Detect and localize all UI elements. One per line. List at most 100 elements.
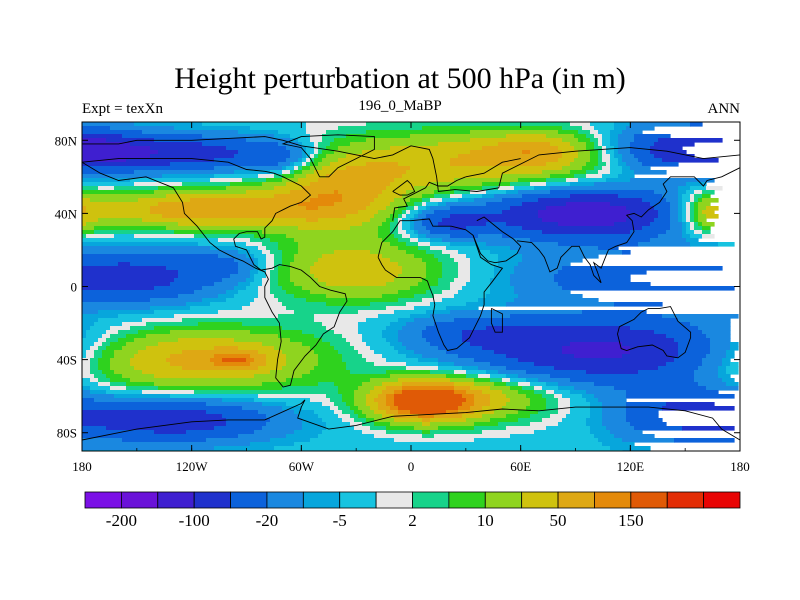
contour-fill-cell: [530, 398, 547, 403]
contour-fill-cell: [118, 314, 175, 319]
contour-fill-cell: [474, 358, 519, 363]
x-tick-label: 120W: [176, 459, 209, 474]
contour-fill-cell: [150, 210, 359, 215]
contour-fill-cell: [682, 206, 687, 211]
contour-fill-cell: [318, 162, 331, 167]
contour-fill-cell: [214, 426, 263, 431]
contour-fill-cell: [250, 238, 271, 243]
contour-fill-cell: [462, 194, 483, 199]
contour-fill-cell: [90, 390, 107, 395]
contour-fill-cell: [178, 274, 231, 279]
contour-fill-cell: [126, 342, 159, 347]
contour-fill-cell: [310, 346, 335, 351]
contour-fill-cell: [394, 438, 475, 443]
contour-fill-cell: [202, 122, 307, 127]
contour-fill-cell: [446, 374, 467, 379]
contour-fill-cell: [310, 266, 403, 271]
contour-fill-cell: [422, 430, 431, 435]
contour-fill-cell: [630, 178, 715, 183]
y-axis: 80N 40N 0 40S 80S: [55, 133, 740, 441]
contour-fill-cell: [334, 138, 367, 143]
contour-fill-cell: [430, 206, 451, 211]
contour-fill-cell: [286, 166, 295, 171]
contour-fill-cell: [302, 154, 307, 159]
contour-fill-cell: [398, 410, 411, 415]
contour-fill-cell: [114, 354, 135, 359]
contour-fill-cell: [362, 354, 383, 359]
contour-fill-cell: [458, 354, 507, 359]
contour-fill-cell: [566, 414, 591, 419]
contour-fill-cell: [334, 346, 355, 351]
contour-fill-cell: [290, 138, 299, 143]
contour-fill-cell: [602, 150, 607, 155]
contour-fill-cell: [202, 142, 279, 147]
colorbar-swatch: [484, 491, 523, 509]
contour-fill-cell: [110, 386, 127, 391]
contour-fill-cell: [350, 414, 359, 419]
contour-fill-cell: [426, 266, 443, 271]
contour-fill-cell: [570, 162, 587, 167]
colorbar-label: 150: [618, 511, 644, 530]
contour-fill-cell: [178, 338, 235, 343]
contour-fill-cell: [458, 250, 491, 255]
contour-fill-cell: [534, 362, 667, 367]
contour-fill-cell: [678, 186, 691, 191]
contour-fill-cell: [82, 342, 95, 347]
contour-fill-cell: [82, 366, 91, 371]
contour-fill-cell: [474, 394, 491, 399]
contour-fill-cell: [414, 426, 439, 431]
contour-fill-cell: [310, 182, 391, 187]
contour-fill-cell: [82, 394, 115, 399]
contour-fill-cell: [114, 350, 139, 355]
contour-fill-cell: [378, 314, 411, 319]
contour-fill-cell: [270, 250, 283, 255]
contour-fill-cell: [402, 266, 427, 271]
contour-fill-cell: [274, 258, 283, 263]
contour-fill-cell: [326, 130, 367, 135]
contour-fill-cell: [394, 198, 411, 203]
contour-fill-cell: [450, 310, 583, 315]
contour-fill-cell: [522, 194, 571, 199]
coastline-layer: [82, 134, 740, 441]
contour-fill-cell: [82, 138, 107, 143]
contour-fill-cell: [130, 362, 171, 367]
contour-fill-cell: [82, 442, 251, 447]
contour-fill-cell: [490, 290, 515, 295]
contour-fill-cell: [354, 398, 367, 403]
contour-fill-cell: [598, 158, 603, 163]
contour-fill-cell: [686, 238, 699, 243]
contour-fill-cell: [270, 370, 311, 375]
contour-fill-cell: [626, 402, 667, 407]
contour-fill-cell: [458, 198, 475, 203]
contour-fill-cell: [322, 134, 347, 139]
contour-fill-cell: [298, 226, 351, 231]
contour-fill-cell: [658, 366, 699, 371]
contour-fill-cell: [470, 270, 495, 275]
contour-fill-cell: [718, 366, 727, 371]
contour-fill-cell: [366, 394, 379, 399]
contour-fill-cell: [354, 346, 371, 351]
contour-fill-cell: [282, 326, 327, 331]
contour-fill-cell: [574, 158, 591, 163]
contour-fill-cell: [270, 290, 287, 295]
contour-fill-cell: [218, 294, 235, 299]
contour-fill-cell: [82, 130, 143, 135]
contour-fill-cell: [558, 282, 651, 287]
contour-fill-cell: [518, 250, 623, 255]
contour-fill-cell: [546, 162, 571, 167]
contour-fill-cell: [90, 358, 99, 363]
contour-fill-cell: [690, 194, 695, 199]
contour-fill-cell: [554, 390, 571, 395]
contour-fill-cell: [174, 278, 223, 283]
contour-fill-cell: [462, 402, 475, 407]
contour-fill-cell: [242, 306, 287, 311]
contour-fill-cell: [130, 142, 203, 147]
contour-fill-cell: [438, 222, 487, 227]
contour-fill-cell: [406, 242, 419, 247]
contour-fill-cell: [650, 202, 671, 207]
contour-fill-cell: [490, 398, 511, 403]
contour-fill-cell: [102, 354, 115, 359]
contour-fill-cell: [514, 298, 599, 303]
contour-fill-cell: [214, 174, 259, 179]
contour-fill-cell: [254, 258, 259, 263]
